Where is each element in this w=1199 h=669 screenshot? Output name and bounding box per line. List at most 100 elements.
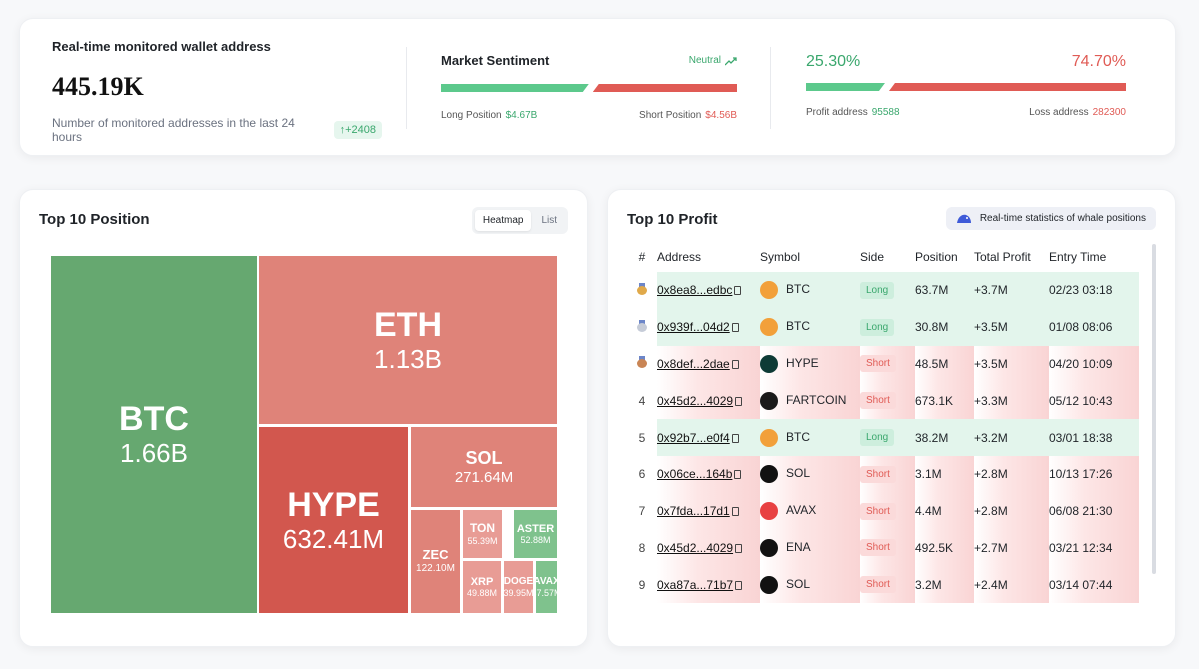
copy-icon[interactable] bbox=[731, 507, 739, 517]
heatmap-tile-aster[interactable]: ASTER 52.88M bbox=[514, 510, 557, 558]
copy-icon[interactable] bbox=[731, 433, 739, 443]
position-cell: 4.4M bbox=[915, 492, 974, 530]
address-link[interactable]: 0x45d2...4029 bbox=[657, 393, 734, 408]
address-link[interactable]: 0x8def...2dae bbox=[657, 356, 730, 371]
copy-icon[interactable] bbox=[735, 543, 743, 553]
side-badge: Short bbox=[860, 539, 896, 557]
table-row[interactable]: 0x8ea8...edbc BTC Long 63.7M +3.7M 02/23 03:1… bbox=[627, 272, 1139, 309]
tile-value: 632.41M bbox=[282, 523, 385, 554]
loss-bar bbox=[888, 83, 1126, 91]
position-cell: 673.1K bbox=[915, 382, 974, 420]
rank-cell: 9 bbox=[627, 566, 657, 603]
heatmap-tile-avax[interactable]: AVAX37.57M bbox=[536, 561, 557, 613]
rank-cell bbox=[627, 272, 657, 309]
side-cell: Short bbox=[860, 382, 915, 420]
heatmap-tile-xrp[interactable]: XRP 49.88M bbox=[463, 561, 501, 613]
heatmap-tile-zec[interactable]: ZEC 122.10M bbox=[411, 510, 460, 613]
market-sentiment: Market Sentiment Neutral Long Position $4… bbox=[441, 53, 737, 121]
symbol: BTC bbox=[786, 282, 810, 297]
trend-up-icon bbox=[725, 56, 737, 65]
profit-cell: +2.7M bbox=[974, 529, 1049, 567]
tile-symbol: TON bbox=[469, 520, 496, 535]
side-badge: Long bbox=[860, 318, 895, 336]
heatmap-tile-eth[interactable]: ETH 1.13B bbox=[259, 256, 557, 424]
realtime-badge-label: Real-time statistics of whale positions bbox=[979, 213, 1146, 224]
tile-symbol: SOL bbox=[465, 448, 503, 469]
coin-sol-icon bbox=[760, 575, 778, 594]
rank: 9 bbox=[638, 577, 646, 592]
side-badge: Short bbox=[860, 576, 896, 594]
top-positions-card: Top 10 Position Heatmap List BTC 1.66B ETH… bbox=[19, 189, 588, 647]
table-row[interactable]: 8 0x45d2...4029 ENA Short 492.5K +2.7M 03/21 1… bbox=[627, 529, 1139, 567]
table-row[interactable]: 5 0x92b7...e0f4 BTC Long 38.2M +3.2M 03/01 18:… bbox=[627, 419, 1139, 456]
address-link[interactable]: 0x45d2...4029 bbox=[657, 540, 734, 555]
heatmap-tile-btc[interactable]: BTC 1.66B bbox=[51, 256, 257, 613]
address-cell: 0x7fda...17d1 bbox=[657, 492, 760, 530]
heatmap-tile-sol[interactable]: SOL 271.64M bbox=[411, 427, 557, 507]
table-row[interactable]: 9 0xa87a...71b7 SOL Short 3.2M +2.4M 03/14 07:… bbox=[627, 566, 1139, 604]
sentiment-status: Neutral bbox=[689, 55, 737, 66]
divider bbox=[770, 47, 771, 129]
table-row[interactable]: 0x939f...04d2 BTC Long 30.8M +3.5M 01/08 08:0… bbox=[627, 308, 1139, 346]
copy-icon[interactable] bbox=[731, 359, 739, 369]
coin-hype-icon bbox=[760, 354, 778, 373]
realtime-badge[interactable]: Real-time statistics of whale positions bbox=[945, 207, 1156, 230]
long-bar bbox=[441, 84, 589, 92]
rank-cell: 7 bbox=[627, 493, 657, 530]
profit-cell: +3.2M bbox=[974, 419, 1049, 456]
short-value: $4.56B bbox=[705, 110, 737, 121]
top-profit-card: Top 10 Profit Real-time statistics of wh… bbox=[607, 189, 1176, 647]
tile-value: 1.13B bbox=[374, 343, 442, 374]
side-badge: Short bbox=[860, 392, 896, 410]
loss-address: Loss address 282300 bbox=[1029, 107, 1126, 118]
entry-time-cell: 03/21 12:34 bbox=[1049, 529, 1139, 567]
copy-icon[interactable] bbox=[734, 286, 742, 296]
table-row[interactable]: 0x8def...2dae HYPE Short 48.5M +3.5M 04/20 10… bbox=[627, 345, 1139, 383]
profit-table-body: 0x8ea8...edbc BTC Long 63.7M +3.7M 02/23 03:1… bbox=[627, 272, 1139, 604]
heatmap-tile-doge[interactable]: DOGE 39.95M bbox=[504, 561, 533, 613]
address-link[interactable]: 0x8ea8...edbc bbox=[657, 283, 733, 298]
profit-cell: +3.5M bbox=[974, 308, 1049, 346]
address-cell: 0xa87a...71b7 bbox=[657, 566, 760, 604]
address-link[interactable]: 0x939f...04d2 bbox=[657, 320, 730, 335]
long-position: Long Position $4.67B bbox=[441, 110, 537, 121]
position-cell: 63.7M bbox=[915, 272, 974, 309]
scrollbar[interactable] bbox=[1152, 244, 1156, 574]
symbol-cell: FARTCOIN bbox=[760, 382, 860, 420]
rank: 7 bbox=[638, 504, 646, 519]
medal-bronze-icon bbox=[637, 356, 647, 369]
profit-cell: +3.3M bbox=[974, 382, 1049, 420]
symbol-cell: BTC bbox=[760, 308, 860, 346]
symbol-cell: SOL bbox=[760, 566, 860, 604]
copy-icon[interactable] bbox=[734, 470, 742, 480]
short-bar bbox=[592, 84, 737, 92]
symbol: FARTCOIN bbox=[786, 392, 847, 407]
table-row[interactable]: 6 0x06ce...164b SOL Short 3.1M +2.8M 10/13 17:… bbox=[627, 455, 1139, 493]
heatmap-tile-hype[interactable]: HYPE 632.41M bbox=[259, 427, 408, 613]
address-link[interactable]: 0xa87a...71b7 bbox=[657, 577, 734, 592]
address-link[interactable]: 0x92b7...e0f4 bbox=[657, 430, 730, 445]
table-row[interactable]: 4 0x45d2...4029 FARTCOIN Short 673.1K +3.3M 05… bbox=[627, 382, 1139, 420]
tab-heatmap[interactable]: Heatmap bbox=[474, 210, 532, 231]
profit-address-value: 95588 bbox=[871, 107, 900, 118]
profit-pct: 25.30% bbox=[806, 53, 861, 70]
medal-gold-icon bbox=[637, 282, 647, 295]
tile-value: 271.64M bbox=[454, 468, 514, 486]
address-link[interactable]: 0x7fda...17d1 bbox=[657, 504, 730, 519]
loss-pct: 74.70% bbox=[1071, 53, 1126, 70]
copy-icon[interactable] bbox=[731, 323, 739, 333]
tile-symbol: ETH bbox=[374, 305, 442, 344]
table-row[interactable]: 7 0x7fda...17d1 AVAX Short 4.4M +2.8M 06/08 21… bbox=[627, 492, 1139, 530]
heatmap-tile-ton[interactable]: TON 55.39M bbox=[463, 510, 502, 558]
side-badge: Short bbox=[860, 465, 896, 483]
profit-cell: +2.8M bbox=[974, 492, 1049, 530]
rank-cell bbox=[627, 309, 657, 346]
profit-loss-bar bbox=[806, 83, 1126, 91]
side-cell: Short bbox=[860, 566, 915, 604]
copy-icon[interactable] bbox=[735, 580, 743, 590]
tab-list[interactable]: List bbox=[541, 215, 557, 226]
address-cell: 0x45d2...4029 bbox=[657, 529, 760, 567]
table-header: # Address Symbol Side Position Total Pro… bbox=[627, 242, 1139, 272]
copy-icon[interactable] bbox=[735, 396, 743, 406]
address-link[interactable]: 0x06ce...164b bbox=[657, 467, 733, 482]
